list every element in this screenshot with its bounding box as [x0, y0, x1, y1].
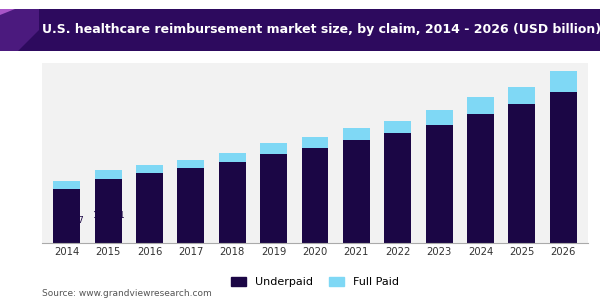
Bar: [53, 189, 80, 243]
Bar: [219, 153, 246, 162]
Bar: [508, 103, 535, 243]
Bar: [136, 165, 163, 173]
Polygon shape: [0, 9, 39, 51]
Bar: [219, 162, 246, 243]
Bar: [550, 71, 577, 92]
Bar: [178, 169, 205, 243]
Bar: [178, 160, 205, 169]
Polygon shape: [0, 9, 15, 15]
Text: 1,470.7: 1,470.7: [51, 216, 84, 225]
Bar: [136, 173, 163, 243]
Text: 1,745.1: 1,745.1: [92, 212, 125, 220]
Bar: [260, 154, 287, 243]
Bar: [260, 143, 287, 154]
Bar: [302, 137, 328, 148]
Bar: [384, 133, 411, 243]
Legend: Underpaid, Full Paid: Underpaid, Full Paid: [227, 272, 403, 291]
Bar: [343, 128, 370, 140]
Bar: [53, 182, 80, 189]
Bar: [425, 124, 452, 243]
Bar: [343, 140, 370, 243]
FancyBboxPatch shape: [0, 9, 600, 51]
Text: Source: www.grandviewresearch.com: Source: www.grandviewresearch.com: [42, 290, 212, 298]
Bar: [550, 92, 577, 243]
Bar: [467, 115, 494, 243]
Text: U.S. healthcare reimbursement market size, by claim, 2014 - 2026 (USD billion): U.S. healthcare reimbursement market siz…: [42, 23, 600, 36]
Bar: [467, 97, 494, 115]
Bar: [508, 87, 535, 104]
Bar: [384, 121, 411, 133]
Bar: [95, 178, 122, 243]
Bar: [425, 110, 452, 124]
Bar: [302, 148, 328, 243]
Bar: [95, 170, 122, 178]
